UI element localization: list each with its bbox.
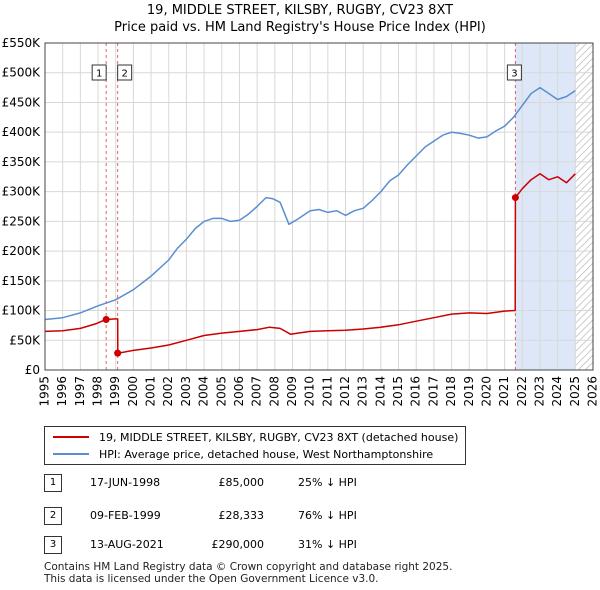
- x-tick-label: 2024: [550, 376, 564, 407]
- x-tick-label: 2018: [444, 376, 458, 407]
- sale-row: 1 17-JUN-1998 £85,000 25% ↓ HPI: [44, 474, 600, 492]
- x-tick-label: 2026: [586, 376, 600, 407]
- x-tick-label: 2025: [568, 376, 582, 407]
- x-tick-label: 2012: [338, 376, 352, 407]
- sale-badge: 1: [44, 474, 62, 492]
- legend-item-property: 19, MIDDLE STREET, KILSBY, RUGBY, CV23 8…: [53, 430, 458, 444]
- legend-label-property: 19, MIDDLE STREET, KILSBY, RUGBY, CV23 8…: [99, 430, 459, 444]
- legend: 19, MIDDLE STREET, KILSBY, RUGBY, CV23 8…: [44, 426, 466, 465]
- sale-badge: 3: [44, 536, 62, 554]
- sale-price: £85,000: [218, 476, 265, 489]
- x-tick-label: 2011: [320, 376, 334, 407]
- x-tick-label: 1999: [108, 376, 122, 407]
- x-tick-label: 2013: [356, 376, 370, 407]
- chart-subtitle: Price paid vs. HM Land Registry's House …: [114, 20, 486, 35]
- price-chart: 1 2 3 £0 £50K £100K £150K £200K £250K £300K £350K £…: [2, 36, 600, 407]
- x-tick-label: 2023: [532, 376, 546, 407]
- hpi-line: [44, 86, 576, 321]
- x-tick-label: 1995: [38, 376, 52, 407]
- x-tick-label: 2009: [285, 376, 299, 407]
- y-tick-label: £100K: [2, 304, 42, 318]
- x-tick-label: 2006: [232, 376, 246, 407]
- sale-label-box: [506, 64, 522, 81]
- sale-row: 2 09-FEB-1999 £28,333 76% ↓ HPI: [44, 507, 600, 525]
- y-tick-label: £150K: [2, 274, 42, 288]
- x-tick-label: 2021: [497, 376, 511, 407]
- y-tick-label: £300K: [2, 185, 42, 199]
- sale-label-box: [117, 64, 133, 81]
- sale-label-box: [91, 64, 107, 81]
- x-tick-label: 2019: [462, 376, 476, 407]
- y-tick-label: £400K: [2, 125, 42, 139]
- y-tick-label: £50K: [9, 333, 41, 347]
- x-tick-label: 2003: [179, 376, 193, 407]
- y-tick-label: £500K: [2, 66, 42, 80]
- x-tick-label: 2001: [144, 376, 158, 407]
- plot-area: [45, 43, 593, 370]
- footer-license: This data is licensed under the Open Gov…: [44, 573, 379, 585]
- x-tick-label: 2022: [515, 376, 529, 407]
- x-tick-label: 2004: [197, 376, 211, 407]
- y-tick-label: £550K: [2, 36, 42, 50]
- sale-hpi: 76% ↓ HPI: [298, 509, 357, 522]
- sale-price: £28,333: [218, 509, 265, 522]
- sale-badge: 2: [44, 507, 62, 525]
- x-tick-label: 2016: [409, 376, 423, 407]
- x-tick-label: 2007: [250, 376, 264, 407]
- x-tick-label: 2005: [214, 376, 228, 407]
- sale-label-text: 1: [96, 69, 102, 80]
- x-tick-label: 2002: [161, 376, 175, 407]
- plot-frame: [44, 42, 594, 371]
- sale-date: 09-FEB-1999: [90, 509, 161, 522]
- future-hatch: [575, 43, 593, 370]
- sale-row: 3 13-AUG-2021 £290,000 31% ↓ HPI: [44, 536, 600, 554]
- x-tick-label: 2014: [373, 376, 387, 407]
- x-tick-label: 2010: [303, 376, 317, 407]
- y-tick-label: £350K: [2, 155, 42, 169]
- sale-price: £290,000: [211, 538, 265, 551]
- x-tick-label: 1998: [91, 376, 105, 407]
- sale-point: [511, 194, 519, 202]
- sale-label-text: 2: [121, 69, 127, 80]
- x-tick-label: 2020: [479, 376, 493, 407]
- legend-item-hpi: HPI: Average price, detached house, West…: [53, 447, 433, 461]
- blue-line-swatch: [53, 453, 89, 455]
- sale-hpi: 31% ↓ HPI: [298, 538, 357, 551]
- sale-point: [102, 315, 110, 323]
- sale-date: 13-AUG-2021: [90, 538, 164, 551]
- footer-copyright: Contains HM Land Registry data © Crown c…: [44, 561, 453, 573]
- chart-title: 19, MIDDLE STREET, KILSBY, RUGBY, CV23 8…: [146, 3, 454, 18]
- x-tick-label: 1997: [73, 376, 87, 407]
- y-tick-label: £250K: [2, 214, 42, 228]
- x-tick-label: 1996: [55, 376, 69, 407]
- y-tick-label: £450K: [2, 95, 42, 109]
- sale-point: [114, 349, 122, 357]
- x-tick-label: 2017: [426, 376, 440, 407]
- y-tick-label: £0: [25, 363, 40, 377]
- sale-label-text: 3: [511, 69, 517, 80]
- x-tick-label: 2015: [391, 376, 405, 407]
- sale-date: 17-JUN-1998: [90, 476, 161, 489]
- legend-label-hpi: HPI: Average price, detached house, West…: [99, 447, 434, 461]
- x-tick-label: 2000: [126, 376, 140, 407]
- y-tick-label: £200K: [2, 244, 42, 258]
- x-tick-label: 2008: [267, 376, 281, 407]
- sale-hpi: 25% ↓ HPI: [298, 476, 357, 489]
- red-line-swatch: [53, 436, 89, 438]
